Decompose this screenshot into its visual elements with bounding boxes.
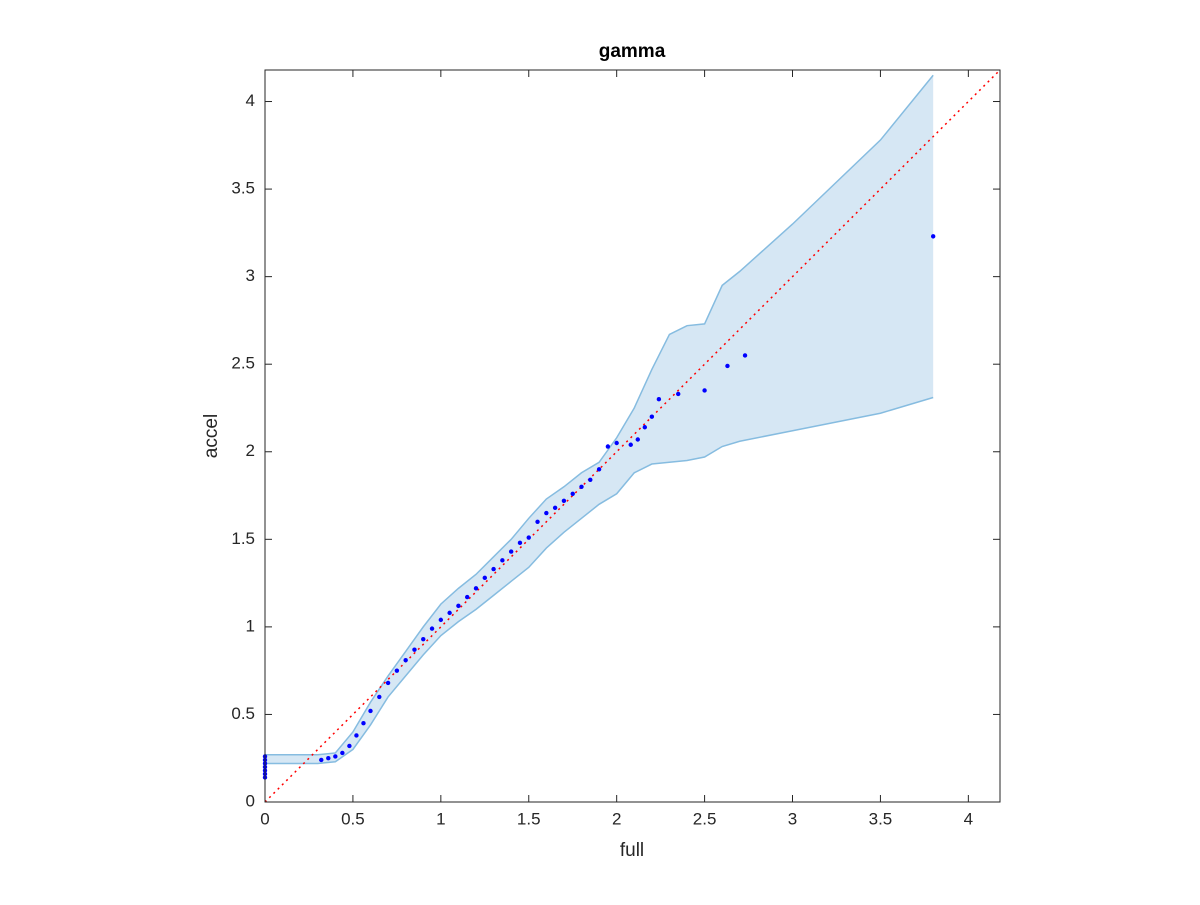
point — [676, 391, 681, 397]
point — [340, 750, 345, 756]
y-tick-label: 2.5 — [231, 354, 255, 373]
reference-line — [264, 69, 1001, 803]
point — [421, 636, 426, 642]
point — [570, 491, 575, 496]
x-tick-label: 2 — [612, 809, 621, 828]
x-tick-label: 3.5 — [869, 809, 893, 828]
point — [354, 733, 359, 738]
band-upper — [265, 74, 934, 756]
point — [561, 498, 567, 503]
point — [649, 414, 655, 419]
point — [347, 743, 352, 749]
chart-title: gamma — [599, 41, 666, 62]
x-axis-label: full — [620, 840, 644, 861]
point — [725, 363, 730, 369]
point — [438, 617, 444, 623]
x-tick-label: 4 — [964, 809, 973, 828]
point — [361, 720, 366, 726]
point — [544, 510, 549, 516]
y-tick-label: 1.5 — [231, 529, 255, 548]
y-tick-label: 0 — [246, 791, 255, 810]
point — [552, 505, 558, 510]
point — [456, 603, 461, 609]
point — [412, 647, 417, 652]
x-tick-label: 1.5 — [517, 809, 541, 828]
x-tick-label: 2.5 — [693, 809, 717, 828]
point — [588, 477, 593, 482]
point — [385, 680, 391, 686]
point — [326, 756, 331, 761]
point — [605, 444, 611, 449]
point — [535, 519, 540, 525]
band-area — [265, 75, 934, 764]
point — [377, 694, 382, 700]
axes-box — [264, 69, 1001, 803]
y-tick-label: 3.5 — [231, 179, 255, 198]
point — [465, 594, 470, 600]
point — [596, 467, 602, 472]
point — [394, 668, 400, 673]
point — [517, 540, 523, 546]
y-tick-label: 0.5 — [231, 704, 255, 723]
y-axis-label: accel — [201, 414, 222, 458]
y-tick-label: 4 — [246, 91, 255, 110]
point — [635, 437, 640, 442]
point — [656, 397, 662, 402]
y-tick-label: 3 — [246, 266, 255, 285]
x-tick-label: 0.5 — [341, 809, 365, 828]
point — [403, 657, 408, 663]
point — [742, 353, 748, 358]
point — [491, 566, 496, 572]
point — [447, 610, 452, 616]
point — [333, 754, 338, 759]
point — [473, 586, 479, 591]
point — [702, 388, 707, 393]
point — [614, 440, 619, 446]
point — [526, 535, 531, 540]
x-tick-label: 0 — [260, 809, 269, 828]
point — [319, 757, 324, 763]
y-tick-label: 2 — [246, 441, 255, 460]
y-tick-label: 1 — [246, 616, 255, 635]
point — [482, 575, 487, 581]
point — [429, 626, 435, 631]
point — [642, 425, 648, 430]
point — [930, 234, 936, 239]
point — [628, 442, 633, 447]
point — [508, 549, 514, 554]
band-lower — [265, 396, 934, 765]
x-tick-label: 1 — [436, 809, 445, 828]
point — [368, 708, 373, 714]
x-tick-label: 3 — [788, 809, 797, 828]
point — [500, 558, 505, 563]
point — [579, 484, 584, 489]
